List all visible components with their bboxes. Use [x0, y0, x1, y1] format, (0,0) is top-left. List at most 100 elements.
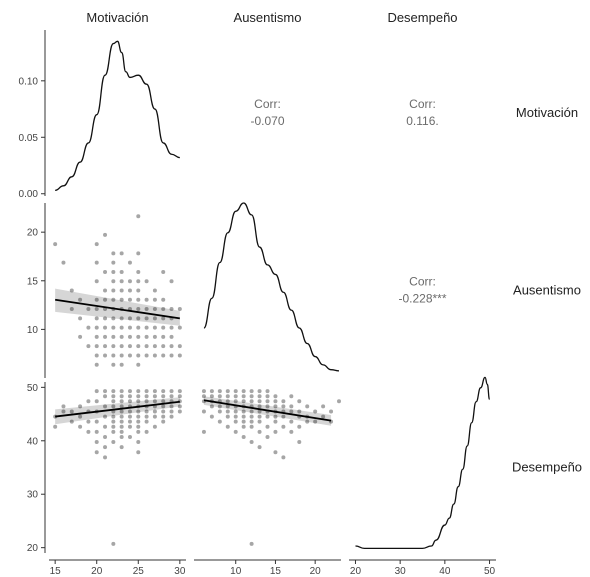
x-tick-label-0-3: 30: [174, 566, 186, 577]
scatter-point-Motivación_Desempeño-18: [94, 399, 99, 404]
scatter-point-Motivación_Ausentismo-87: [152, 288, 157, 293]
x-tick-label-0-1: 20: [91, 566, 103, 577]
x-tick-label-1-1: 15: [270, 566, 282, 577]
scatter-point-Ausentismo_Desempeño-3: [201, 409, 206, 414]
scatter-point-Ausentismo_Desempeño-45: [249, 414, 254, 419]
scatter-point-Motivación_Desempeño-86: [161, 414, 166, 419]
scatter-point-Ausentismo_Desempeño-58: [257, 445, 262, 450]
scatter-point-Motivación_Desempeño-46: [119, 404, 124, 409]
x-tick-label-1-2: 20: [310, 566, 322, 577]
scatter-point-Ausentismo_Desempeño-5: [209, 389, 214, 394]
scatter-point-Motivación_Desempeño-91: [161, 389, 166, 394]
scatter-point-Motivación_Desempeño-20: [103, 455, 108, 460]
scatter-point-Motivación_Desempeño-75: [144, 399, 149, 404]
scatter-point-Motivación_Desempeño-51: [127, 424, 132, 429]
scatter-point-Motivación_Desempeño-14: [94, 440, 99, 445]
scatter-point-Ausentismo_Desempeño-31: [241, 389, 246, 394]
scatter-point-Ausentismo_Desempeño-15: [217, 419, 222, 424]
fit-line-Motivación_Ausentismo: [55, 298, 180, 320]
scatter-point-Motivación_Ausentismo-66: [136, 214, 141, 219]
x-tick-label-1-0: 10: [230, 566, 242, 577]
scatter-point-Ausentismo_Desempeño-68: [273, 399, 278, 404]
scatter-point-Ausentismo_Desempeño-98: [329, 409, 334, 414]
scatter-point-Motivación_Ausentismo-32: [111, 260, 116, 265]
scatter-point-Ausentismo_Desempeño-56: [257, 419, 262, 424]
scatter-point-Motivación_Ausentismo-3: [69, 307, 74, 312]
scatter-point-Motivación_Ausentismo-9: [86, 344, 91, 349]
scatter-point-Motivación_Desempeño-34: [111, 404, 116, 409]
scatter-point-Motivación_Desempeño-64: [136, 414, 141, 419]
scatter-point-Ausentismo_Desempeño-30: [233, 429, 238, 434]
scatter-point-Motivación_Ausentismo-7: [86, 307, 91, 312]
scatter-point-Motivación_Ausentismo-76: [136, 344, 141, 349]
scatter-point-Ausentismo_Desempeño-73: [273, 429, 278, 434]
scatter-point-Motivación_Desempeño-35: [111, 399, 116, 404]
scatter-point-Motivación_Ausentismo-18: [94, 344, 99, 349]
scatter-point-Motivación_Ausentismo-74: [136, 325, 141, 330]
scatter-point-Motivación_Ausentismo-104: [169, 307, 174, 312]
scatter-point-Motivación_Ausentismo-89: [152, 307, 157, 312]
scatter-point-Ausentismo_Desempeño-87: [297, 409, 302, 414]
scatter-point-Ausentismo_Desempeño-44: [249, 409, 254, 414]
scatter-point-Motivación_Ausentismo-103: [169, 279, 174, 284]
scatter-point-Motivación_Desempeño-3: [61, 404, 66, 409]
scatter-point-Motivación_Ausentismo-107: [169, 334, 174, 339]
scatter-point-Motivación_Ausentismo-65: [127, 353, 132, 358]
scatter-point-Motivación_Desempeño-39: [119, 445, 124, 450]
scatter-point-Motivación_Ausentismo-13: [94, 297, 99, 302]
scatter-point-Ausentismo_Desempeño-86: [297, 399, 302, 404]
scatter-point-Ausentismo_Desempeño-18: [225, 399, 230, 404]
scatter-point-Motivación_Desempeño-58: [127, 389, 132, 394]
scatter-point-Ausentismo_Desempeño-39: [241, 434, 246, 439]
scatter-point-Motivación_Desempeño-47: [119, 399, 124, 404]
scatter-point-Motivación_Ausentismo-35: [111, 288, 116, 293]
scatter-point-Motivación_Ausentismo-47: [119, 288, 124, 293]
x-tick-label-2-1: 30: [395, 566, 407, 577]
scatter-point-Ausentismo_Desempeño-64: [265, 414, 270, 419]
scatter-point-Ausentismo_Desempeño-66: [265, 434, 270, 439]
scatter-point-Motivación_Ausentismo-93: [152, 344, 157, 349]
scatter-point-Motivación_Desempeño-4: [69, 419, 74, 424]
scatter-point-Motivación_Ausentismo-62: [127, 325, 132, 330]
scatter-point-Motivación_Desempeño-25: [103, 404, 108, 409]
scatter-point-Motivación_Ausentismo-56: [127, 260, 132, 265]
scatter-point-Motivación_Desempeño-98: [177, 409, 182, 414]
scatter-point-Ausentismo_Desempeño-80: [281, 455, 286, 460]
scatter-point-Motivación_Ausentismo-6: [78, 334, 83, 339]
scatter-point-Motivación_Ausentismo-46: [119, 279, 124, 284]
scatter-point-Motivación_Ausentismo-94: [152, 353, 157, 358]
scatter-point-Motivación_Desempeño-82: [152, 399, 157, 404]
scatter-point-Motivación_Desempeño-70: [144, 429, 149, 434]
scatter-point-Ausentismo_Desempeño-41: [249, 394, 254, 399]
scatter-point-Motivación_Ausentismo-29: [103, 344, 108, 349]
scatter-point-Motivación_Ausentismo-45: [119, 269, 124, 274]
scatter-point-Motivación_Ausentismo-72: [136, 307, 141, 312]
scatter-point-Motivación_Desempeño-78: [152, 424, 157, 429]
scatter-point-Motivación_Desempeño-61: [136, 429, 141, 434]
fit-line-Motivación_Desempeño: [55, 400, 180, 418]
scatter-point-Motivación_Ausentismo-16: [94, 325, 99, 330]
scatter-point-Motivación_Desempeño-42: [119, 424, 124, 429]
scatter-point-Motivación_Ausentismo-1: [61, 260, 66, 265]
scatter-point-Motivación_Ausentismo-40: [111, 334, 116, 339]
scatter-point-Ausentismo_Desempeño-100: [337, 399, 341, 404]
scatter-point-Motivación_Ausentismo-5: [78, 316, 83, 321]
scatter-point-Ausentismo_Desempeño-89: [297, 424, 302, 429]
scatter-point-Ausentismo_Desempeño-76: [281, 404, 286, 409]
y-tick-label-0-2: 0.10: [19, 76, 39, 87]
scatter-point-Motivación_Desempeño-41: [119, 429, 124, 434]
scatter-point-Motivación_Desempeño-92: [169, 414, 174, 419]
row-label-0: Motivación: [516, 105, 578, 120]
scatter-point-Motivación_Desempeño-101: [177, 394, 182, 399]
scatter-point-Motivación_Desempeño-53: [127, 414, 132, 419]
scatter-point-Ausentismo_Desempeño-10: [217, 389, 222, 394]
scatter-point-Ausentismo_Desempeño-62: [265, 404, 270, 409]
x-tick-label-0-2: 25: [133, 566, 145, 577]
scatter-point-Ausentismo_Desempeño-83: [289, 409, 294, 414]
scatter-point-Motivación_Desempeño-5: [69, 409, 74, 414]
y-tick-label-2-2: 40: [27, 436, 39, 447]
scatter-point-Motivación_Ausentismo-21: [103, 232, 108, 237]
scatter-point-Motivación_Ausentismo-84: [144, 334, 149, 339]
scatter-point-Ausentismo_Desempeño-28: [233, 414, 238, 419]
scatter-point-Ausentismo_Desempeño-8: [209, 404, 214, 409]
